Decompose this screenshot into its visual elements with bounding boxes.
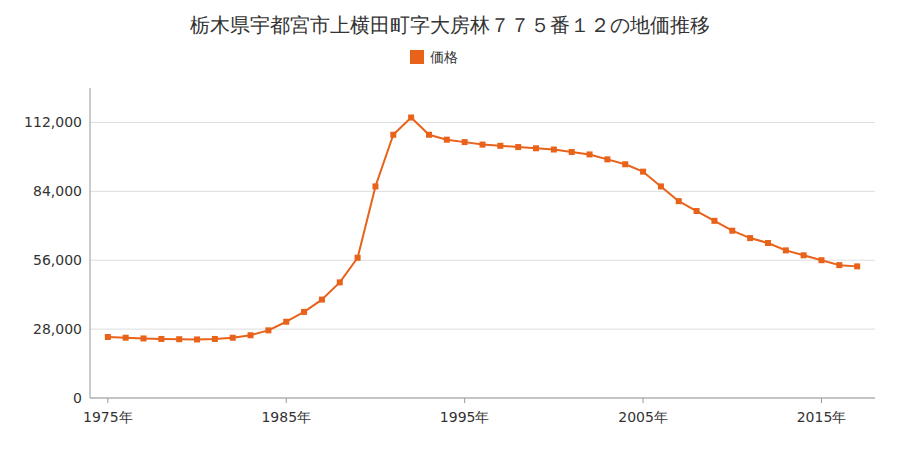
marker <box>515 144 521 150</box>
marker <box>497 143 503 149</box>
marker <box>801 252 807 258</box>
marker <box>747 235 753 241</box>
marker <box>711 218 717 224</box>
marker <box>105 334 111 340</box>
grid-line <box>90 122 875 123</box>
marker <box>194 336 200 342</box>
marker <box>587 151 593 157</box>
grid-line <box>90 329 875 330</box>
marker <box>301 309 307 315</box>
marker <box>604 156 610 162</box>
marker <box>176 336 182 342</box>
x-tick-label: 1995年 <box>440 409 490 425</box>
marker <box>444 137 450 143</box>
marker <box>569 149 575 155</box>
marker <box>658 183 664 189</box>
x-tick-label: 1975年 <box>83 409 133 425</box>
marker <box>248 332 254 338</box>
marker <box>283 319 289 325</box>
x-tick <box>286 398 287 403</box>
marker <box>337 279 343 285</box>
marker <box>265 327 271 333</box>
title: 栃木県宇都宮市上横田町字大房林７７５番１２の地価推移 <box>190 13 710 37</box>
legend: 価格 <box>410 49 458 65</box>
marker <box>212 336 218 342</box>
marker <box>729 228 735 234</box>
marker <box>640 169 646 175</box>
y-tick-label: 56,000 <box>33 252 82 268</box>
y-tick-label: 112,000 <box>24 114 82 130</box>
x-axis-line <box>90 398 875 399</box>
y-axis: 0 28,000 56,000 84,000 112,000 <box>24 114 875 406</box>
marker <box>783 247 789 253</box>
marker <box>551 147 557 153</box>
marker <box>372 183 378 189</box>
x-tick <box>643 398 644 403</box>
marker <box>426 132 432 138</box>
marker <box>141 335 147 341</box>
marker <box>390 132 396 138</box>
marker <box>622 161 628 167</box>
marker <box>123 335 129 341</box>
x-tick <box>107 398 108 403</box>
x-axis: 1975年 1985年 1995年 2005年 2015年 <box>83 398 846 425</box>
grid-line <box>90 191 875 192</box>
legend-swatch <box>410 50 424 64</box>
legend-label: 価格 <box>430 49 458 65</box>
marker <box>836 262 842 268</box>
marker <box>408 115 414 121</box>
marker <box>462 139 468 145</box>
marker <box>765 240 771 246</box>
x-tick-label: 1985年 <box>261 409 311 425</box>
chart: 栃木県宇都宮市上横田町字大房林７７５番１２の地価推移 0 28,000 56,000 8… <box>0 0 900 450</box>
plot-area <box>105 115 860 343</box>
marker <box>319 297 325 303</box>
y-axis-line <box>90 88 91 398</box>
x-tick-label: 2005年 <box>618 409 668 425</box>
marker <box>158 336 164 342</box>
line <box>108 118 857 340</box>
y-tick-label: 84,000 <box>33 183 82 199</box>
marker <box>533 145 539 151</box>
marker <box>676 198 682 204</box>
marker <box>480 142 486 148</box>
x-tick <box>821 398 822 403</box>
marker <box>694 208 700 214</box>
marker <box>818 257 824 263</box>
grid-line <box>90 398 875 399</box>
y-tick-label: 28,000 <box>33 321 82 337</box>
marker <box>230 335 236 341</box>
x-tick <box>464 398 465 403</box>
marker <box>854 263 860 269</box>
marker <box>355 255 361 261</box>
y-tick-label: 0 <box>73 390 82 406</box>
x-tick-label: 2015年 <box>797 409 847 425</box>
grid-line <box>90 260 875 261</box>
